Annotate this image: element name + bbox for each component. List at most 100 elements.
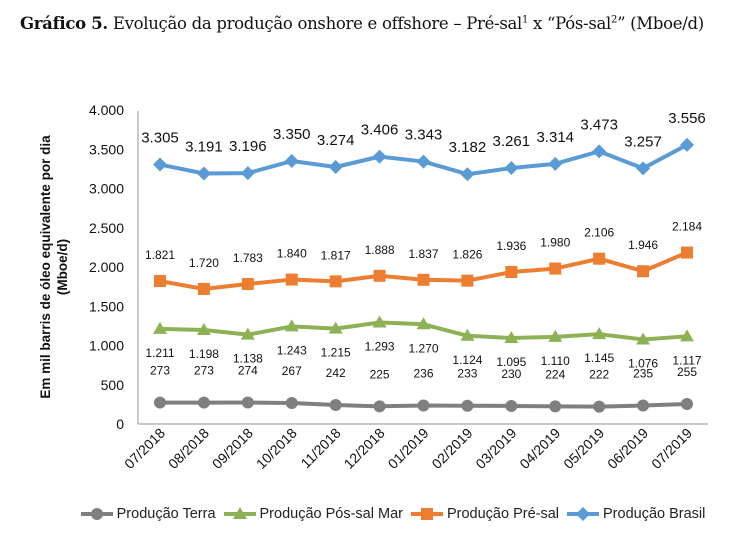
data-point [196,322,211,335]
data-label: 1.145 [584,351,614,365]
data-point [549,262,562,275]
data-label: 1.293 [365,339,395,353]
chart-title-text-b: x “Pós-sal [528,14,612,33]
data-label: 273 [194,364,214,378]
legend-swatch-icon [410,508,443,520]
y-tick-label: 1.000 [89,338,124,354]
data-label: 3.406 [361,122,399,139]
legend: Produção Terra Produção Pós-sal Mar Produç… [60,506,730,522]
data-point [593,252,606,265]
data-point [285,397,298,410]
data-point [284,154,299,169]
x-tick-label: 07/2018 [121,425,168,472]
data-label: 3.343 [405,127,443,144]
legend-item: Produção Terra [79,506,216,522]
legend-marker-icon [232,507,247,519]
chart-title-text-c: ” (Mboe/d) [617,14,704,33]
x-tick-label: 12/2018 [341,425,388,472]
data-point [637,265,650,278]
data-point [196,166,211,181]
legend-label: Produção Pós-sal Mar [259,506,403,522]
data-label: 222 [589,368,609,382]
data-label: 1.840 [277,247,307,261]
series-producao-pre-sal: 1.821 1.720 1.783 1.840 1.817 1.888 1.837 1.826… [145,220,702,295]
data-label: 1.215 [321,346,351,360]
data-point [504,161,519,176]
chart-title-number: Gráfico 5. [20,14,108,33]
data-point [329,275,342,288]
data-point [505,399,518,412]
y-axis-label-line2: (Mboe/d) [55,239,70,295]
data-label: 274 [238,363,258,377]
data-point [241,278,254,291]
data-point [328,321,343,334]
data-point [548,329,563,342]
data-label: 1.837 [408,247,438,261]
data-label: 1.817 [321,248,351,262]
data-point [240,327,255,340]
y-tick-label: 0 [116,416,124,432]
data-point [417,399,430,412]
chart-title-sup1: 1 [522,14,529,26]
data-label: 3.257 [624,133,662,150]
data-point [636,161,651,176]
data-label: 224 [545,367,565,381]
data-label: 267 [282,364,302,378]
x-tick-label: 07/2019 [648,425,695,472]
x-tick-label: 10/2018 [253,425,300,472]
y-tick-label: 3.000 [89,181,124,197]
data-label: 1.243 [277,343,307,357]
y-tick-label: 500 [101,377,125,393]
data-label: 230 [501,367,521,381]
data-point [372,149,387,164]
data-label: 1.138 [233,352,263,366]
legend-item: Produção Pré-sal [409,506,559,522]
legend-label: Produção Terra [116,506,216,522]
data-point [549,400,562,413]
data-label: 3.556 [668,110,706,127]
legend-item: Produção Brasil [565,506,705,522]
series-producao-pos-sal-mar: 1.211 1.198 1.138 1.243 1.215 1.293 1.270 1.124… [145,315,702,371]
x-tick-label: 01/2019 [385,425,432,472]
data-point [637,399,650,412]
data-label: 3.314 [536,129,574,146]
data-point [416,317,431,330]
data-point [241,396,254,409]
legend-swatch-icon [80,508,113,520]
data-point [372,315,387,328]
data-point [505,266,518,279]
data-point [197,396,210,409]
data-point [417,273,430,286]
y-tick-label: 1.500 [89,298,124,314]
data-point [680,329,694,342]
data-point [285,273,298,286]
data-point [240,166,255,181]
data-label: 3.191 [185,139,223,156]
data-point [197,282,210,295]
x-tick-label: 09/2018 [209,425,256,472]
x-tick-label: 05/2019 [560,425,607,472]
x-tick-label: 04/2019 [516,425,563,472]
data-point [329,399,342,412]
legend-item: Produção Pós-sal Mar [222,506,403,522]
data-point [373,269,386,282]
data-label: 1.076 [628,357,658,371]
chart-title: Gráfico 5. Evolução da produção onshore … [20,14,720,33]
series-producao-terra: 273 273 274 267 242 225 236 233 230 224 222 235 255 [150,363,697,413]
data-label: 235 [633,367,653,381]
data-label: 1.936 [496,239,526,253]
data-point [153,321,167,334]
data-label: 3.305 [141,130,179,147]
data-point [548,156,563,171]
data-label: 1.720 [189,256,219,270]
data-label: 1.124 [452,353,482,367]
data-point [461,399,474,412]
legend-swatch-icon [223,507,256,519]
data-point [154,396,166,409]
data-label: 3.182 [449,139,487,156]
data-label: 1.117 [672,353,701,367]
data-point [328,159,343,174]
data-label: 2.184 [672,220,702,234]
legend-marker-icon [420,508,433,520]
data-point [680,137,694,152]
